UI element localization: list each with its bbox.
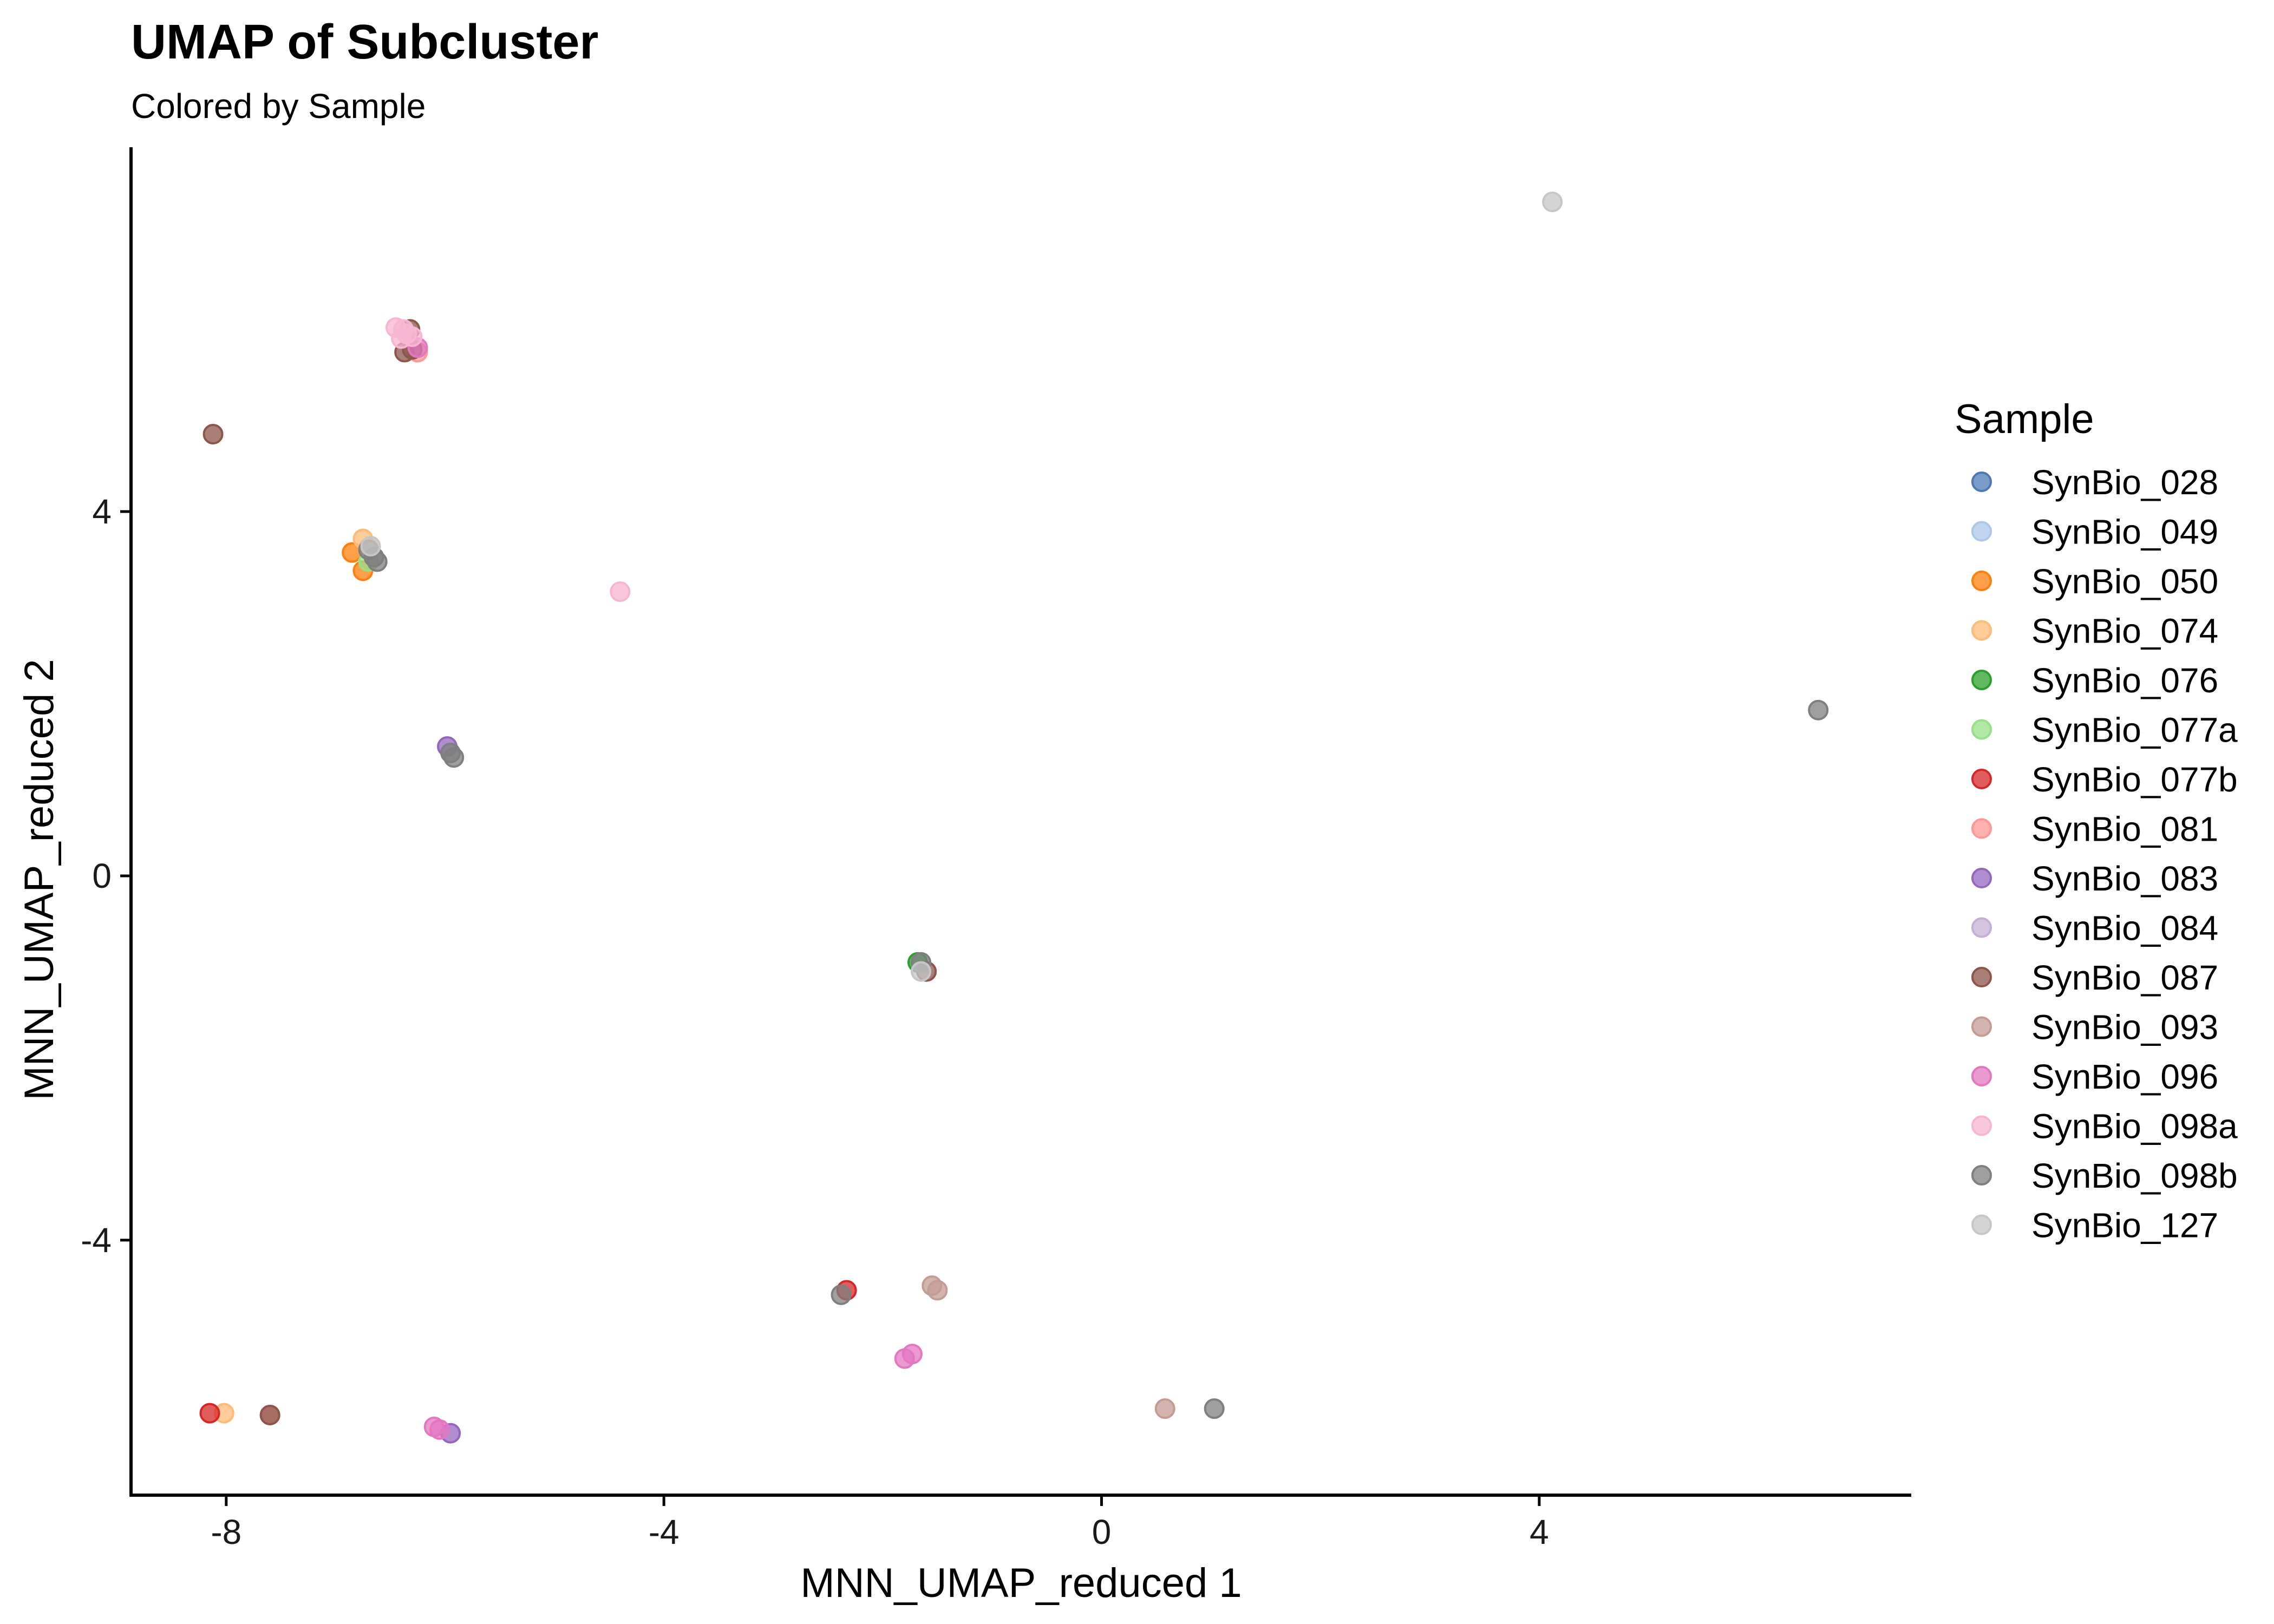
legend-item: SynBio_087 [1971, 958, 2218, 997]
legend-swatch [1971, 868, 1992, 888]
legend-swatch [1971, 769, 1992, 789]
legend-label: SynBio_087 [2031, 958, 2218, 997]
legend-label: SynBio_074 [2031, 612, 2218, 651]
legend-swatch [1971, 1214, 1992, 1235]
x-axis-ticks: -8 -4 0 4 [211, 1495, 1549, 1551]
data-point [360, 535, 381, 556]
y-tick-label: 4 [92, 492, 112, 531]
data-point [259, 1404, 280, 1425]
data-point [927, 1280, 948, 1301]
legend-item: SynBio_084 [1971, 909, 2218, 948]
data-point [1204, 1398, 1225, 1419]
legend-label: SynBio_049 [2031, 513, 2218, 552]
y-axis-ticks: -4 0 4 [81, 492, 131, 1260]
legend-label: SynBio_098a [2031, 1107, 2238, 1146]
data-point [1808, 699, 1829, 721]
legend-item: SynBio_098b [1971, 1156, 2238, 1195]
data-point [610, 581, 631, 603]
chart-subtitle: Colored by Sample [131, 87, 426, 126]
y-tick-label: 0 [92, 856, 112, 895]
legend-item: SynBio_093 [1971, 1008, 2218, 1047]
x-tick-label: 4 [1530, 1512, 1549, 1551]
x-axis-title: MNN_UMAP_reduced 1 [800, 1560, 1241, 1606]
points-layer [199, 191, 1829, 1444]
legend-swatch [1971, 521, 1992, 542]
chart-title: UMAP of Subcluster [131, 15, 598, 69]
legend-item: SynBio_049 [1971, 513, 2218, 552]
legend-label: SynBio_050 [2031, 562, 2218, 601]
legend-swatch [1971, 620, 1992, 641]
legend-label: SynBio_081 [2031, 810, 2218, 849]
legend-swatch [1971, 1066, 1992, 1086]
legend-item: SynBio_050 [1971, 562, 2218, 601]
legend: SynBio_028 SynBio_049 SynBio_050 SynBio_074… [1971, 463, 2238, 1245]
legend-label: SynBio_077b [2031, 760, 2238, 799]
legend-label: SynBio_096 [2031, 1057, 2218, 1096]
legend-swatch [1971, 670, 1992, 690]
data-point [911, 961, 932, 982]
legend-item: SynBio_077b [1971, 760, 2238, 799]
legend-swatch [1971, 719, 1992, 740]
data-point [202, 423, 224, 444]
legend-item: SynBio_077a [1971, 711, 2238, 750]
legend-swatch [1971, 967, 1992, 987]
data-point [199, 1403, 220, 1424]
legend-item: SynBio_083 [1971, 859, 2218, 898]
legend-swatch [1971, 571, 1992, 591]
legend-swatch [1971, 1115, 1992, 1136]
legend-item: SynBio_028 [1971, 463, 2218, 502]
data-point [1542, 191, 1563, 212]
legend-label: SynBio_083 [2031, 859, 2218, 898]
legend-swatch [1971, 818, 1992, 839]
x-tick-label: 0 [1092, 1512, 1112, 1551]
x-tick-label: -8 [211, 1512, 241, 1551]
data-point [901, 1344, 923, 1365]
legend-label: SynBio_077a [2031, 711, 2238, 750]
data-point [402, 326, 423, 347]
legend-label: SynBio_127 [2031, 1206, 2218, 1245]
data-point [443, 747, 465, 768]
legend-swatch [1971, 472, 1992, 492]
legend-item: SynBio_096 [1971, 1057, 2218, 1096]
legend-label: SynBio_028 [2031, 463, 2218, 502]
legend-title: Sample [1955, 396, 2094, 442]
legend-swatch [1971, 1165, 1992, 1186]
legend-item: SynBio_098a [1971, 1107, 2238, 1146]
data-point [831, 1284, 852, 1305]
legend-label: SynBio_076 [2031, 661, 2218, 700]
legend-label: SynBio_084 [2031, 909, 2218, 948]
data-point [429, 1419, 450, 1440]
y-tick-label: -4 [81, 1221, 112, 1260]
legend-item: SynBio_127 [1971, 1206, 2218, 1245]
legend-swatch [1971, 917, 1992, 938]
legend-item: SynBio_074 [1971, 612, 2218, 651]
legend-label: SynBio_093 [2031, 1008, 2218, 1047]
y-axis-title: MNN_UMAP_reduced 2 [16, 659, 62, 1100]
legend-item: SynBio_076 [1971, 661, 2218, 700]
x-tick-label: -4 [649, 1512, 679, 1551]
legend-swatch [1971, 1016, 1992, 1037]
legend-item: SynBio_081 [1971, 810, 2218, 849]
legend-label: SynBio_098b [2031, 1156, 2238, 1195]
data-point [1154, 1398, 1175, 1419]
